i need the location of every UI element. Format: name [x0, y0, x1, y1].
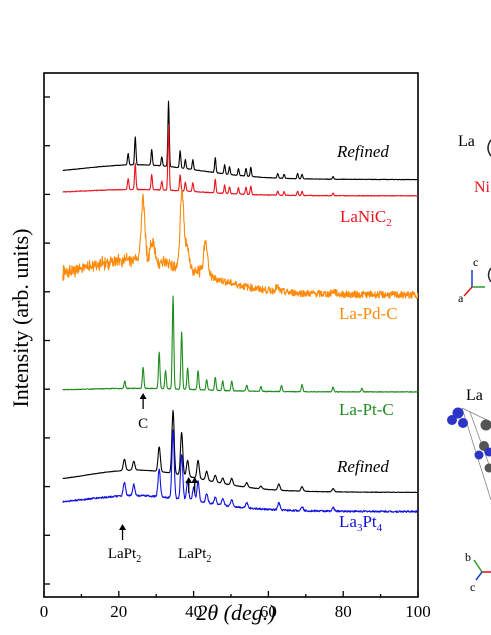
annotation-arrowhead [185, 477, 193, 483]
la-atom [458, 418, 468, 428]
pt-atom [484, 463, 491, 473]
trace-la-pt-c [62, 295, 419, 393]
inset-atom-partial-top [487, 139, 491, 157]
series-label-la-pt-c: La-Pt-C [339, 400, 394, 419]
peak-annotations: C LaPt2 LaPt2 [108, 393, 211, 565]
series-label-refined-bottom: Refined [336, 457, 389, 476]
trace-la3pt4 [62, 429, 419, 513]
trace-la3pt4-refined [62, 409, 419, 494]
x-tick-label: 100 [405, 602, 431, 621]
annotation-arrowhead [191, 477, 199, 483]
crystal-inset-bottom: La b c [447, 387, 491, 594]
axis-label-b-bottom: b [465, 550, 471, 564]
trace-lanic2 [62, 124, 419, 197]
x-tick-label: 20 [110, 602, 127, 621]
x-axis-label: 2θ (deg.) [196, 600, 275, 625]
annotation-lapt2-left: LaPt2 [108, 546, 141, 565]
annotation-arrowhead [139, 393, 147, 399]
xrd-traces [62, 100, 419, 513]
series-label-lanic2: LaNiC2 [340, 207, 392, 229]
x-axis-ticks: 0 20 40 60 80 100 [40, 591, 431, 621]
series-label-la-pd-c: La-Pd-C [339, 304, 398, 323]
inset-atom-partial-mid [487, 267, 491, 283]
axis-label-a-top: a [458, 291, 464, 305]
x-tick-label: 80 [335, 602, 352, 621]
x-tick-label: 40 [185, 602, 202, 621]
x-tick-label: 60 [260, 602, 277, 621]
la-atom [484, 447, 491, 457]
la-atom [447, 415, 457, 425]
la-atom [452, 407, 464, 419]
annotation-arrowhead [119, 524, 127, 530]
series-label-refined-top: Refined [336, 142, 389, 161]
annotation-c: C [138, 416, 148, 432]
y-axis-label: Intensity (arb. units) [8, 228, 33, 407]
inset-ni-label: Ni [474, 179, 491, 196]
inset-la-label-top: La [458, 133, 475, 150]
axis-label-c-top: c [473, 255, 478, 269]
inset-la-label-bottom: La [466, 387, 483, 404]
series-label-la3pt4: La3Pt4 [339, 512, 383, 534]
axis-label-c-bottom: c [470, 580, 475, 594]
y-axis-ticks [44, 96, 50, 585]
trace-lanic2-refined [62, 100, 419, 181]
trace-la-pd-c [62, 188, 419, 300]
crystal-inset-top: La Ni c a [458, 133, 491, 305]
axis-triad-bottom: b c [465, 550, 491, 594]
la-atom [474, 450, 484, 460]
pt-atom [480, 419, 491, 431]
axis-triad-top: c a [458, 255, 485, 305]
x-tick-label: 0 [40, 602, 49, 621]
annotation-lapt2-right: LaPt2 [178, 546, 211, 565]
